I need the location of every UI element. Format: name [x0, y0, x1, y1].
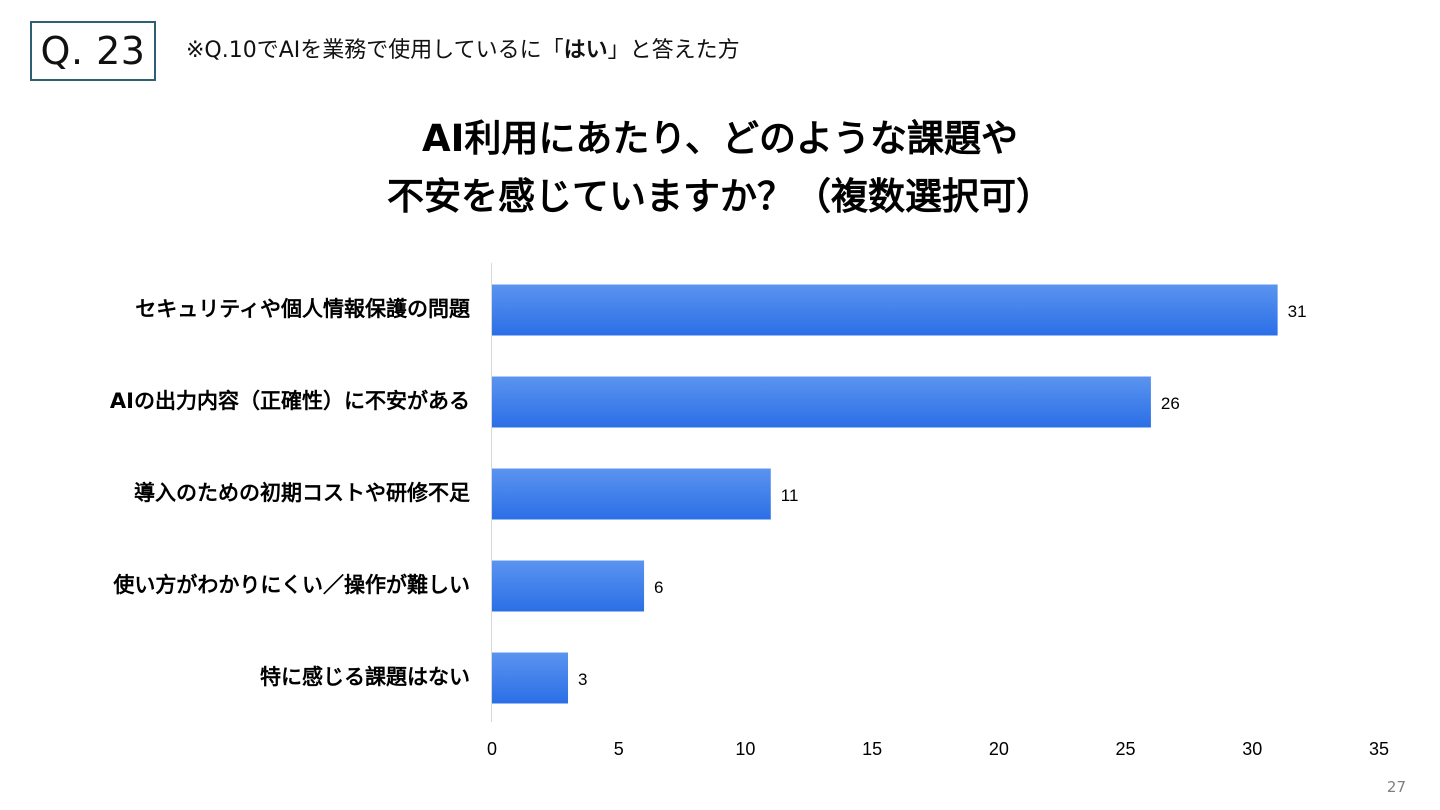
note-bold: はい	[563, 38, 608, 63]
respondent-note: ※Q.10でAIを業務で使用しているに「はい」と答えた方	[186, 33, 740, 69]
x-axis-ticks: 0 5 10 15 20 25 30 35	[487, 739, 1389, 759]
value-labels-group: 31 26 11 6 3	[578, 302, 1307, 689]
category-label: AIの出力内容（正確性）に不安がある	[109, 389, 470, 413]
bar-value-label: 6	[654, 578, 663, 597]
bar	[492, 468, 771, 520]
bar	[492, 376, 1151, 428]
bar-value-label: 31	[1288, 302, 1307, 321]
category-label: 特に感じる課題はない	[260, 665, 470, 689]
x-tick-label: 30	[1242, 739, 1262, 759]
x-tick-label: 15	[862, 739, 882, 759]
chart-title-line-2: 不安を感じていますか？（複数選択可）	[387, 175, 1053, 218]
note-prefix: ※Q.10でAIを業務で使用しているに「	[186, 38, 564, 63]
note-suffix: 」と答えた方	[607, 38, 740, 63]
x-tick-label: 20	[989, 739, 1009, 759]
x-tick-label: 10	[735, 739, 755, 759]
bar-value-label: 26	[1161, 394, 1180, 413]
x-tick-label: 25	[1116, 739, 1136, 759]
chart-title-line-1: AI利用にあたり、どのような課題や	[422, 117, 1018, 160]
x-tick-label: 35	[1369, 739, 1389, 759]
x-tick-label: 0	[487, 739, 497, 759]
bar	[492, 284, 1278, 336]
page-number: 27	[1386, 778, 1406, 796]
bar	[492, 652, 569, 704]
bar-value-label: 3	[578, 670, 587, 689]
x-tick-label: 5	[614, 739, 624, 759]
question-number-box: Q. 23	[30, 21, 156, 81]
chart-title: AI利用にあたり、どのような課題や 不安を感じていますか？（複数選択可）	[0, 110, 1440, 226]
bars-group	[492, 284, 1278, 704]
category-label: セキュリティや個人情報保護の問題	[135, 297, 470, 321]
bar	[492, 560, 645, 612]
question-number: Q. 23	[40, 29, 146, 73]
category-label: 使い方がわかりにくい／操作が難しい	[113, 573, 470, 597]
category-label: 導入のための初期コストや研修不足	[134, 481, 470, 505]
bar-value-label: 11	[781, 486, 799, 505]
